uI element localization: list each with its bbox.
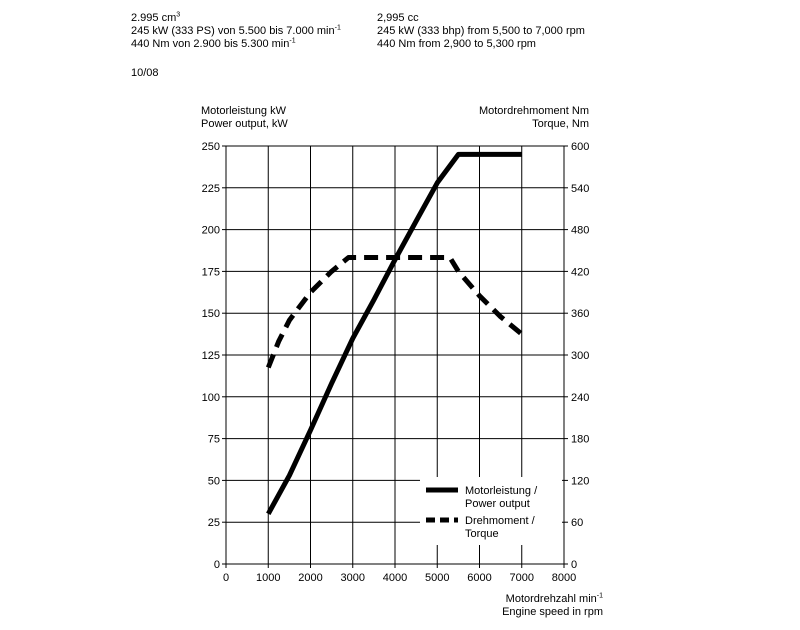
left-tick-label: 175: [202, 266, 220, 278]
left-tick-label: 0: [214, 559, 220, 571]
right-axis-label: Motordrehmoment Nm Torque, Nm: [479, 105, 589, 131]
right-axis-label-de: Motordrehmoment Nm: [478, 105, 589, 117]
left-tick-label: 200: [202, 225, 220, 237]
right-tick-label: 540: [571, 183, 589, 195]
x-tick-label: 3000: [341, 572, 365, 584]
x-tick-label: 8000: [552, 572, 576, 584]
specs-english: 2,995 cc 245 kW (333 bhp) from 5,500 to …: [377, 12, 585, 51]
right-tick-label: 360: [571, 308, 589, 320]
right-tick-label: 120: [571, 475, 589, 487]
right-tick-label: 420: [571, 266, 589, 278]
right-axis-ticks: 0 60 120 180 240 300 360 420 480 540 600: [564, 141, 589, 571]
series-lines: [265, 151, 524, 516]
legend-label: Power output: [465, 498, 530, 510]
spec-power-en: 245 kW (333 bhp) from 5,500 to 7,000 rpm: [377, 25, 585, 37]
legend-label: Motorleistung /: [465, 485, 538, 497]
legend: Motorleistung /Power output Drehmoment /T…: [420, 477, 562, 545]
left-tick-label: 225: [202, 183, 220, 195]
x-axis-ticks: 0 1000 2000 3000 4000 5000 6000 7000 8000: [223, 564, 576, 584]
specs-german: 2.995 cm3 245 kW (333 PS) von 5.500 bis …: [131, 11, 341, 51]
x-tick-label: 5000: [425, 572, 449, 584]
left-tick-label: 75: [208, 434, 220, 446]
right-tick-label: 240: [571, 392, 589, 404]
left-tick-label: 25: [208, 517, 220, 529]
right-axis-label-en: Torque, Nm: [532, 118, 589, 130]
left-tick-label: 50: [208, 475, 220, 487]
x-axis-label-en: Engine speed in rpm: [502, 606, 603, 618]
spec-torque-en: 440 Nm from 2,900 to 5,300 rpm: [377, 38, 536, 50]
spec-displacement-de: 2.995 cm3: [131, 11, 181, 24]
left-axis-ticks: 0 25 50 75 100 125 150 175 200 225 250: [202, 141, 226, 571]
right-tick-label: 480: [571, 225, 589, 237]
spec-displacement-en: 2,995 cc: [377, 12, 419, 24]
left-tick-label: 150: [202, 308, 220, 320]
right-tick-label: 60: [571, 517, 583, 529]
right-tick-label: 300: [571, 350, 589, 362]
date-code: 10/08: [131, 67, 159, 79]
x-tick-label: 4000: [383, 572, 407, 584]
right-tick-label: 600: [571, 141, 589, 153]
x-tick-label: 2000: [298, 572, 322, 584]
right-tick-label: 180: [571, 434, 589, 446]
legend-label: Torque: [465, 528, 499, 540]
left-tick-label: 125: [202, 350, 220, 362]
x-tick-label: 7000: [510, 572, 534, 584]
left-tick-label: 100: [202, 392, 220, 404]
x-tick-label: 0: [223, 572, 229, 584]
x-tick-label: 1000: [256, 572, 280, 584]
x-axis-label: Motordrehzahl min-1 Engine speed in rpm: [502, 592, 603, 619]
right-tick-label: 0: [571, 559, 577, 571]
legend-label: Drehmoment /: [465, 515, 536, 527]
left-axis-label-en: Power output, kW: [201, 118, 288, 130]
left-tick-label: 250: [202, 141, 220, 153]
x-axis-label-de: Motordrehzahl min-1: [505, 592, 603, 605]
spec-torque-de: 440 Nm von 2.900 bis 5.300 min-1: [131, 37, 296, 50]
x-tick-label: 6000: [467, 572, 491, 584]
torque-line: [265, 255, 524, 369]
spec-power-de: 245 kW (333 PS) von 5.500 bis 7.000 min-…: [131, 24, 341, 37]
left-axis-label-de: Motorleistung kW: [201, 105, 286, 117]
left-axis-label: Motorleistung kW Power output, kW: [201, 105, 288, 131]
